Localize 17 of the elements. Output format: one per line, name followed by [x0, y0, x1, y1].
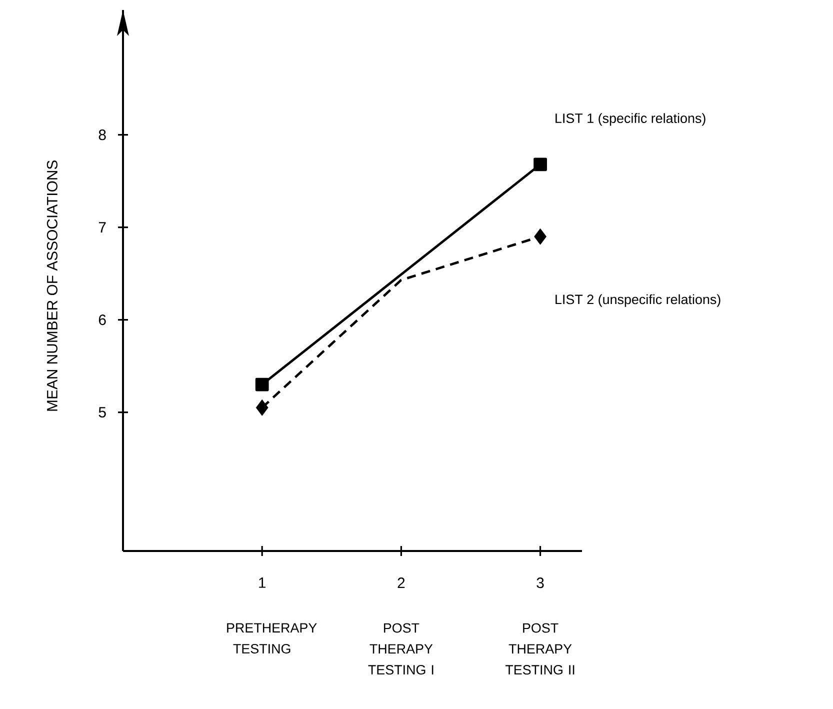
y-tick-label: 7 — [98, 222, 106, 232]
text: POST THERAPY TESTING II — [505, 623, 574, 675]
text: LIST 2 (unspecific relations) — [556, 294, 720, 307]
point — [256, 399, 268, 416]
x-tick-label: 1 — [259, 578, 266, 588]
y-tick-label: 5 — [98, 407, 106, 418]
x-tick-label: 2 — [398, 578, 405, 588]
x-tick-label: 3 — [536, 578, 544, 588]
text: PRETHERAPY TESTING — [227, 623, 317, 654]
y-tick-label: 8 — [98, 130, 106, 140]
point — [255, 378, 269, 392]
point — [534, 228, 546, 245]
point — [534, 158, 547, 172]
y-tick-label: 6 — [98, 314, 106, 326]
y-axis-title: MEAN NUMBER OF ASSOCIATIONS — [46, 160, 58, 411]
text: LIST 1 (specific relations) — [556, 113, 706, 126]
text: POST THERAPY TESTING I — [368, 623, 434, 675]
